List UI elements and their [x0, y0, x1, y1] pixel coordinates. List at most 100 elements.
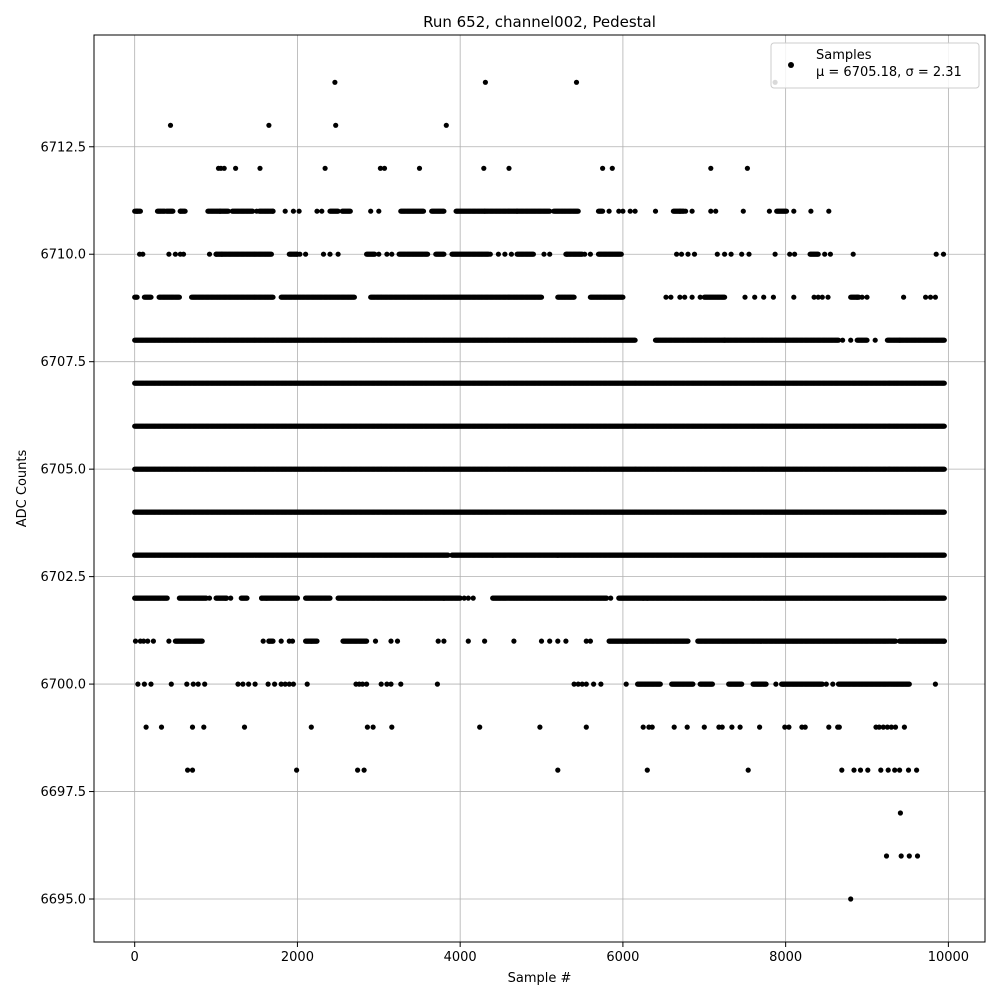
data-point — [195, 681, 201, 687]
data-point — [598, 681, 604, 687]
data-point — [203, 595, 209, 601]
data-point — [579, 681, 585, 687]
data-point — [443, 122, 449, 128]
data-point — [278, 681, 284, 687]
data-point — [836, 724, 842, 730]
data-point — [719, 724, 725, 730]
data-point — [168, 681, 174, 687]
data-point — [906, 681, 912, 687]
data-point — [941, 552, 947, 558]
data-point — [470, 595, 476, 601]
data-point — [364, 681, 370, 687]
data-point — [745, 767, 751, 773]
data-point — [185, 767, 191, 773]
data-point — [830, 681, 836, 687]
data-point — [135, 681, 141, 687]
data-point — [141, 638, 147, 644]
data-point — [905, 767, 912, 773]
data-point — [690, 681, 696, 687]
data-point — [270, 638, 276, 644]
data-point — [361, 767, 367, 773]
data-point — [294, 595, 300, 601]
data-point — [878, 767, 884, 773]
data-point — [241, 724, 248, 730]
data-point — [477, 724, 483, 730]
data-point — [132, 638, 139, 644]
data-point — [914, 767, 920, 773]
data-point — [640, 724, 646, 730]
data-point — [575, 681, 581, 687]
data-point — [898, 853, 904, 859]
data-point — [892, 638, 899, 644]
data-point — [906, 853, 912, 859]
data-point — [145, 638, 151, 644]
data-point — [773, 681, 779, 687]
data-point — [885, 767, 891, 773]
data-point — [246, 681, 252, 687]
data-point — [260, 638, 266, 644]
data-point — [265, 681, 271, 687]
data-point — [289, 638, 296, 644]
data-point — [587, 638, 594, 644]
data-point — [384, 681, 390, 687]
data-point — [189, 724, 196, 730]
data-point — [892, 767, 898, 773]
data-point — [465, 595, 471, 601]
data-point — [555, 767, 561, 773]
data-point — [851, 767, 857, 773]
data-point — [184, 681, 190, 687]
data-point — [266, 122, 272, 128]
data-point — [865, 767, 871, 773]
data-point — [482, 638, 488, 644]
data-point — [511, 638, 517, 644]
data-point — [826, 724, 832, 730]
data-point — [684, 724, 690, 730]
data-point — [623, 681, 629, 687]
data-point — [897, 810, 904, 816]
data-point — [538, 638, 545, 644]
data-point — [190, 681, 196, 687]
data-point — [359, 681, 366, 687]
data-point — [282, 681, 288, 687]
data-point — [739, 681, 745, 687]
data-point — [941, 509, 947, 515]
data-point — [657, 681, 663, 687]
data-point — [802, 724, 808, 730]
data-point — [892, 724, 899, 730]
data-point — [461, 595, 467, 601]
data-point — [364, 724, 370, 730]
data-point — [143, 724, 149, 730]
data-point — [583, 724, 589, 730]
data-point — [398, 681, 404, 687]
data-point — [434, 681, 440, 687]
data-point — [482, 79, 488, 85]
data-point — [158, 724, 165, 730]
data-point — [141, 681, 147, 687]
data-point — [857, 767, 864, 773]
data-point — [294, 767, 300, 773]
data-point — [649, 724, 655, 730]
data-point — [839, 767, 845, 773]
data-point — [685, 638, 691, 644]
data-point — [848, 896, 854, 902]
data-point — [701, 724, 707, 730]
data-point — [583, 638, 589, 644]
data-point — [224, 595, 230, 601]
data-point — [201, 724, 207, 730]
data-point — [441, 638, 447, 644]
data-point — [823, 681, 829, 687]
data-point — [278, 638, 284, 644]
data-point — [786, 724, 792, 730]
data-point — [150, 638, 156, 644]
data-point — [457, 595, 463, 601]
data-point — [644, 767, 650, 773]
data-points — [132, 79, 947, 902]
data-point — [932, 681, 939, 687]
data-point — [355, 767, 361, 773]
data-point — [876, 724, 882, 730]
data-point — [372, 638, 379, 644]
data-point — [394, 638, 401, 644]
data-point — [240, 681, 246, 687]
data-point — [591, 681, 597, 687]
